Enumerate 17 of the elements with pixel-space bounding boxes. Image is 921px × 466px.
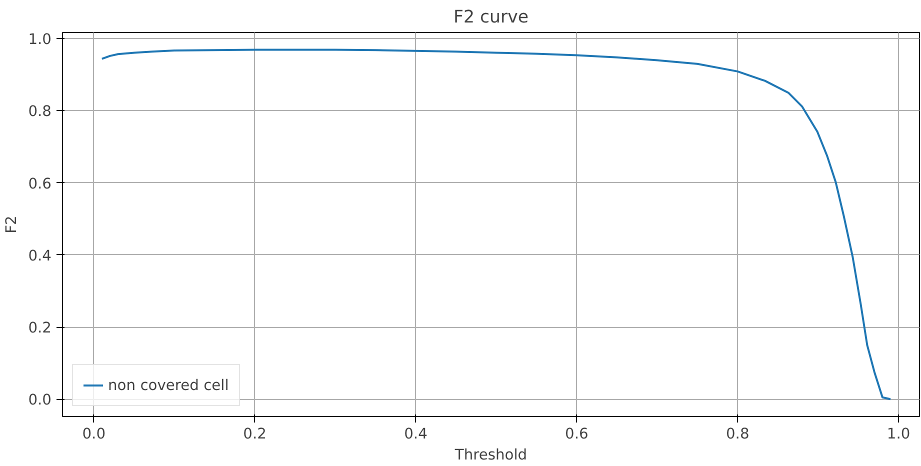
legend-label: non covered cell xyxy=(108,376,229,394)
x-tick-label: 0.6 xyxy=(565,426,588,442)
line-series xyxy=(100,48,892,400)
y-tick-label: 1.0 xyxy=(28,31,52,48)
x-tick-label: 0.8 xyxy=(726,426,750,442)
y-axis-title: F2 xyxy=(3,216,20,234)
y-tick-label: 0.0 xyxy=(28,392,52,409)
x-tick-label: 0.4 xyxy=(404,426,428,442)
chart-title: F2 curve xyxy=(453,8,529,28)
x-tick-label: 1.0 xyxy=(886,426,910,442)
x-tick-label: 0.0 xyxy=(82,426,106,442)
x-tick-label: 0.2 xyxy=(243,426,266,442)
y-tick-label: 0.8 xyxy=(28,103,52,120)
y-tick-label: 0.6 xyxy=(28,175,52,192)
y-tick-label: 0.2 xyxy=(28,320,52,337)
y-tick-label: 0.4 xyxy=(28,247,52,264)
x-axis-title: Threshold xyxy=(454,446,528,464)
